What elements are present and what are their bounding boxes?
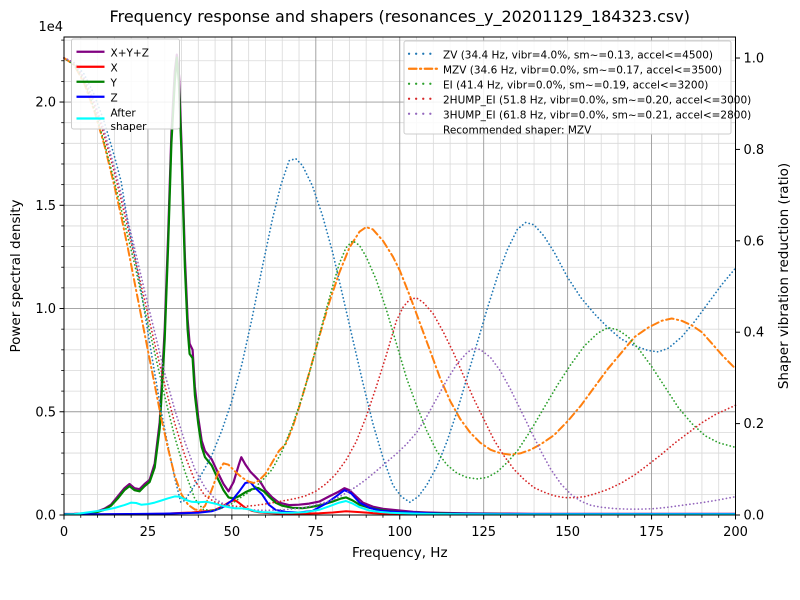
y-axis-label-left: Power spectral density	[8, 199, 24, 352]
y-right-tick-label: 0.6	[744, 234, 765, 249]
y-left-tick-label: 0.0	[35, 509, 56, 524]
legend-label: ZV (34.4 Hz, vibr=4.0%, sm~=0.13, accel<…	[443, 50, 713, 62]
legend-label: 2HUMP_EI (51.8 Hz, vibr=0.0%, sm~=0.20, …	[443, 95, 751, 107]
legend-right	[403, 40, 732, 135]
series-after-shaper	[63, 495, 736, 516]
y-right-tick-label: 0.8	[744, 143, 765, 158]
x-tick-label: 100	[387, 525, 412, 540]
y-right-tick-label: 1.0	[744, 52, 765, 67]
legend-label: After	[111, 108, 137, 120]
legend-label: shaper	[111, 121, 148, 133]
legend-left	[71, 38, 180, 130]
chart-plot-area: 0 25 50 75 100 125 150 175 2000.00.51.01.52.00.0…	[35, 36, 765, 540]
series-mzv	[63, 57, 737, 512]
legend-label: Z	[111, 93, 118, 105]
y-axis-label-right: Shaper vibration reduction (ratio)	[776, 163, 792, 389]
series-zv	[63, 57, 737, 504]
y-left-tick-label: 2.0	[35, 96, 56, 111]
chart-title: Frequency response and shapers (resonanc…	[110, 7, 690, 27]
y-axis-offset-label: 1e4	[38, 20, 63, 35]
legend-label: X	[111, 63, 118, 75]
x-tick-label: 0	[60, 525, 68, 540]
y-left-tick-label: 1.5	[35, 199, 56, 214]
x-axis-label: Frequency, Hz	[352, 545, 448, 561]
series-2hump_ei	[63, 57, 737, 508]
x-tick-label: 75	[308, 525, 325, 540]
legend-label: X+Y+Z	[111, 48, 149, 60]
x-tick-label: 175	[639, 525, 664, 540]
x-tick-label: 200	[723, 525, 748, 540]
x-tick-label: 150	[555, 525, 580, 540]
x-tick-label: 50	[224, 525, 241, 540]
series-ei	[63, 57, 737, 512]
series-3hump_ei	[63, 57, 737, 512]
legend-label: MZV (34.6 Hz, vibr=0.0%, sm~=0.17, accel…	[443, 65, 722, 77]
y-right-tick-label: 0.0	[744, 509, 765, 524]
legend-label: 3HUMP_EI (61.8 Hz, vibr=0.0%, sm~=0.21, …	[443, 110, 751, 122]
y-right-tick-label: 0.4	[744, 326, 765, 341]
legend-label: Y	[110, 78, 118, 90]
series-x+y+z	[63, 53, 736, 516]
legend-label: EI (41.4 Hz, vibr=0.0%, sm~=0.19, accel<…	[443, 80, 708, 92]
y-right-tick-label: 0.2	[744, 417, 765, 432]
y-left-tick-label: 0.5	[35, 405, 56, 420]
x-tick-label: 25	[140, 525, 157, 540]
legend-note: Recommended shaper: MZV	[443, 125, 592, 137]
y-left-tick-label: 1.0	[35, 302, 56, 317]
x-tick-label: 125	[471, 525, 496, 540]
